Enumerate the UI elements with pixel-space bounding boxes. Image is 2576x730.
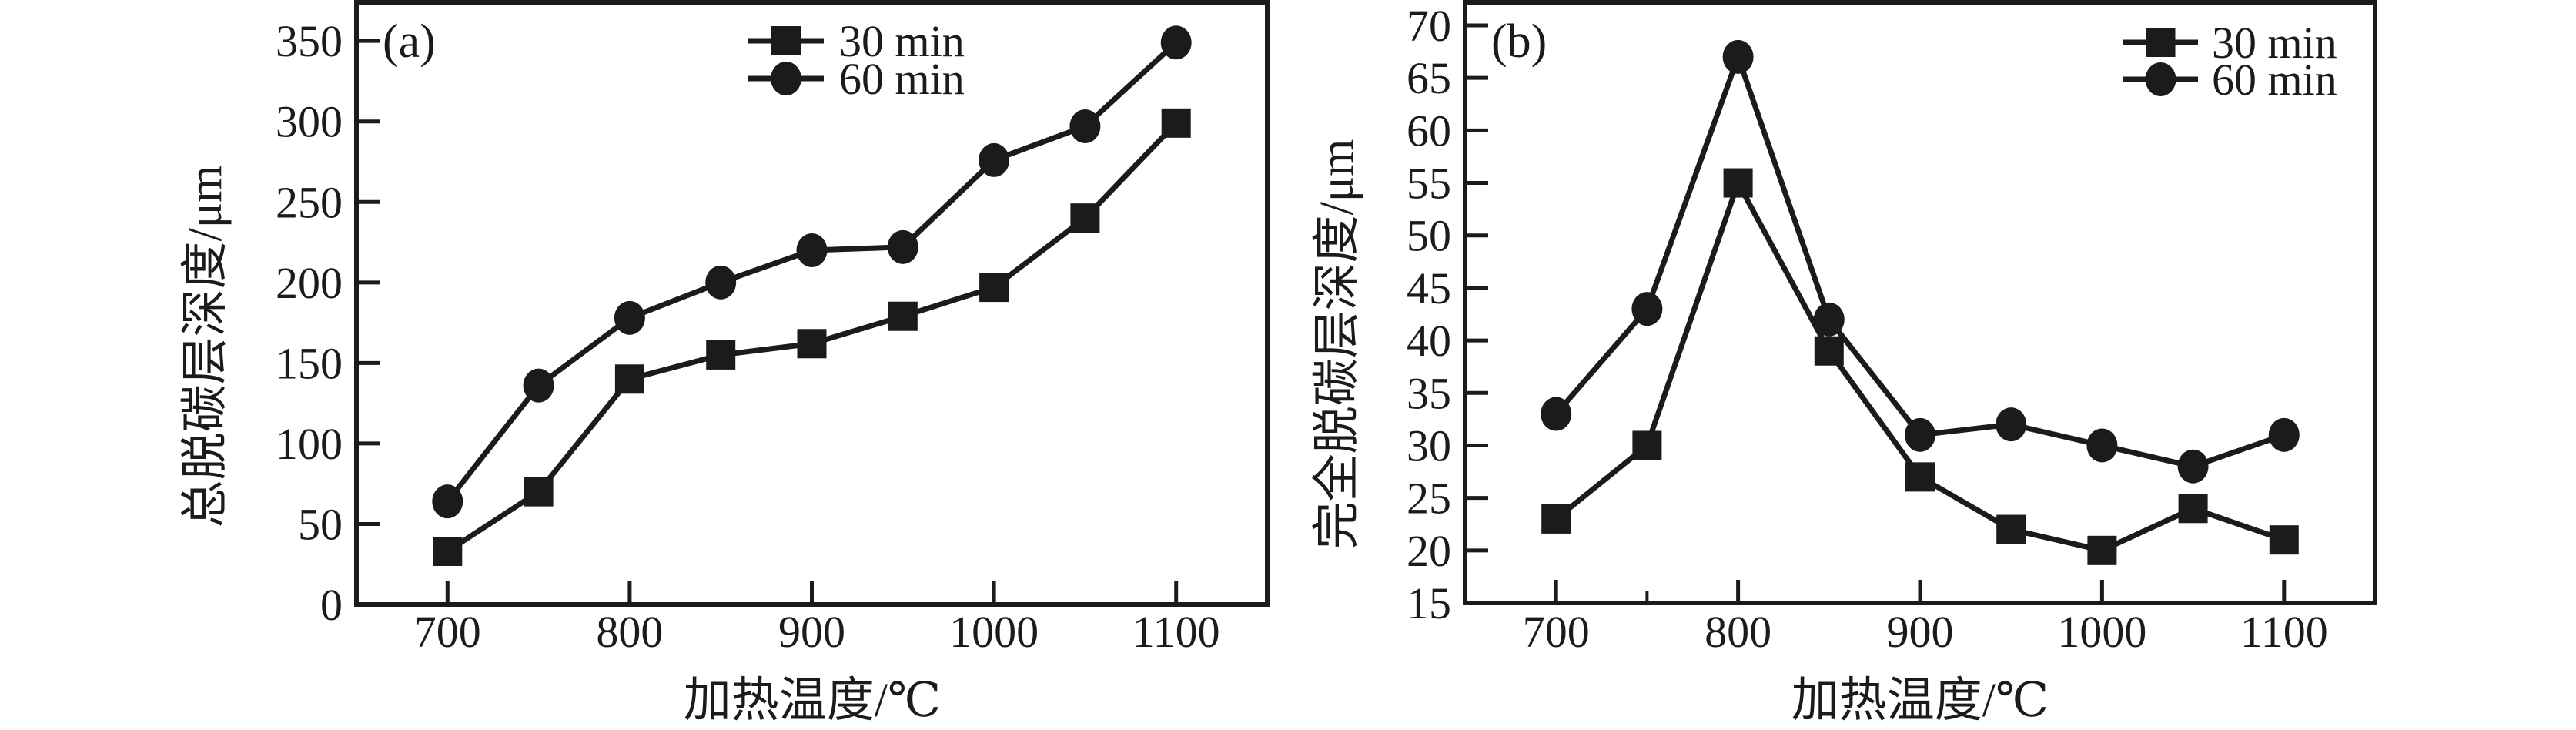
square-marker-30-min-1000-a (979, 273, 1009, 303)
square-marker-30-min-850-b (1814, 336, 1844, 366)
x-tick-label-a: 1100 (1132, 607, 1220, 657)
x-tick-label-a: 800 (596, 607, 663, 657)
square-marker-30-min-1100-a (1161, 108, 1191, 138)
y-tick-label-a: 200 (276, 258, 343, 308)
circle-marker-60-min-1000-b (2086, 428, 2118, 463)
legend-circle-icon-a (771, 62, 801, 95)
y-tick-label-b: 35 (1407, 368, 1451, 418)
x-tick-label-a: 700 (414, 607, 481, 657)
circle-marker-60-min-1100-b (2268, 417, 2300, 452)
circle-marker-60-min-1050-a (1069, 109, 1101, 143)
x-tick-label-b: 700 (1523, 607, 1590, 657)
y-tick-label-b: 65 (1407, 53, 1451, 103)
y-tick-label-b: 45 (1407, 263, 1451, 313)
y-tick-label-a: 300 (276, 97, 343, 147)
y-tick-label-b: 60 (1407, 105, 1451, 156)
x-tick-label-b: 900 (1887, 607, 1954, 657)
square-marker-30-min-700-a (433, 537, 463, 566)
square-marker-30-min-700-b (1541, 504, 1571, 534)
circle-marker-60-min-750-b (1631, 292, 1663, 326)
panel-a-frame (354, 0, 1270, 607)
series-line-30-min-b (1554, 176, 2285, 554)
y-tick-label-b: 20 (1407, 526, 1451, 576)
square-marker-30-min-1100-b (2269, 525, 2299, 555)
x-axis-label-a: 加热温度/℃ (684, 675, 942, 727)
square-marker-30-min-850-a (706, 340, 736, 370)
panel-label-a: (a) (383, 15, 436, 68)
x-tick-label-b: 800 (1705, 607, 1771, 657)
x-tick-label-b: 1100 (2240, 607, 2328, 657)
circle-marker-60-min-700-b (1541, 397, 1572, 431)
circle-marker-60-min-850-a (705, 265, 737, 300)
square-marker-30-min-750-b (1632, 430, 1662, 460)
y-tick-label-a: 150 (276, 338, 343, 388)
y-tick-label-a: 250 (276, 177, 343, 227)
x-tick-label-a: 900 (778, 607, 845, 657)
circle-marker-60-min-950-a (887, 229, 918, 264)
circle-marker-60-min-1100-a (1160, 25, 1192, 60)
circle-marker-60-min-700-a (432, 484, 463, 519)
circle-marker-60-min-900-a (796, 233, 828, 267)
y-tick-label-a: 50 (298, 499, 343, 549)
series-line-60-min-b (1554, 49, 2285, 470)
x-axis-label-b: 加热温度/℃ (1791, 675, 2049, 727)
square-marker-30-min-750-a (524, 477, 554, 507)
y-axis-label-b: 完全脱碳层深度/μm (1311, 139, 1363, 550)
x-tick-label-b: 1000 (2057, 607, 2146, 657)
square-marker-30-min-900-b (1905, 462, 1935, 492)
y-tick-label-b: 55 (1407, 159, 1451, 209)
y-tick-label-a: 350 (276, 16, 343, 66)
legend-label-b: 60 min (2212, 55, 2337, 105)
panel-b: 700 800 900 1000 1100 15202530354045505560657… (1311, 0, 2377, 727)
square-marker-30-min-1050-b (2178, 494, 2208, 524)
series-line-60-min-a (445, 40, 1179, 504)
circle-marker-60-min-950-b (1996, 407, 2027, 442)
square-marker-30-min-800-b (1723, 168, 1753, 198)
legend-label-b: 30 min (2212, 18, 2337, 68)
x-tick-label-a: 1000 (949, 607, 1039, 657)
legend-label-a: 30 min (839, 16, 965, 66)
legend-square-icon-b (2146, 28, 2176, 57)
y-tick-label-a: 0 (320, 580, 343, 630)
circle-marker-60-min-1050-b (2177, 449, 2209, 484)
circle-marker-60-min-750-a (523, 368, 554, 403)
square-marker-30-min-900-a (797, 329, 827, 359)
y-tick-label-b: 40 (1407, 316, 1451, 366)
legend-label-a: 60 min (839, 54, 965, 104)
circle-marker-60-min-800-b (1722, 39, 1754, 74)
y-tick-label-b: 50 (1407, 211, 1451, 261)
square-marker-30-min-800-a (614, 364, 644, 394)
circle-marker-60-min-1000-a (979, 142, 1010, 177)
square-marker-30-min-1000-b (2087, 535, 2117, 565)
panel-label-b: (b) (1491, 15, 1547, 68)
square-marker-30-min-1050-a (1070, 203, 1100, 233)
square-marker-30-min-950-a (888, 301, 918, 331)
y-tick-label-b: 30 (1407, 420, 1451, 470)
circle-marker-60-min-850-b (1813, 302, 1845, 337)
y-axis-label-a: 总脱碳层深度/μm (179, 166, 232, 528)
circle-marker-60-min-800-a (614, 300, 645, 335)
circle-marker-60-min-900-b (1905, 417, 1935, 452)
legend-circle-icon-b (2145, 62, 2176, 96)
legend-square-icon-a (771, 26, 801, 55)
y-tick-label-b: 25 (1407, 474, 1451, 524)
y-tick-label-b: 15 (1407, 578, 1451, 628)
y-tick-label-b: 70 (1407, 1, 1451, 51)
square-marker-30-min-950-b (1996, 514, 2026, 544)
panel-a: 700 800 900 1000 1100 0 50 100 150 200 250 300 350 30… (179, 0, 1270, 727)
y-tick-label-a: 100 (276, 419, 343, 469)
